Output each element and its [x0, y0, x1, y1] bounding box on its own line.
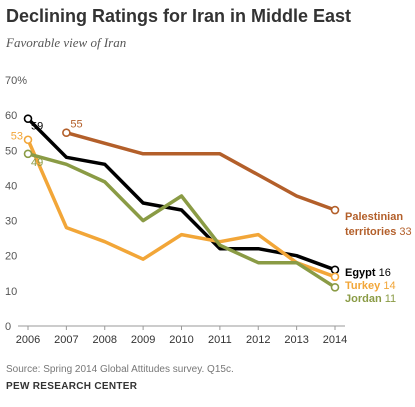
label-layer: 55 59 53 49 Palestinian territories 33 Egypt 1…	[11, 119, 412, 305]
x-tick-label: 2007	[54, 334, 78, 346]
chart-subtitle: Favorable view of Iran	[6, 35, 127, 50]
line-chart: 0 10 20 30 40 50 60 70% 2006 2007 2008 2009 2010 2011…	[5, 75, 412, 346]
endpoint-marker	[330, 265, 340, 275]
endpoint-marker	[62, 128, 71, 138]
x-tick-label: 2009	[131, 334, 155, 346]
x-tick-label: 2011	[208, 334, 232, 346]
endpoint-marker	[23, 135, 33, 145]
y-tick-label: 70%	[5, 75, 27, 87]
series-line	[64, 130, 337, 212]
series-name-label: Turkey 14	[345, 280, 396, 292]
y-tick-label: 20	[5, 251, 17, 263]
end-value-label: 16	[376, 267, 391, 279]
axis-layer: 0 10 20 30 40 50 60 70% 2006 2007 2008 2009 2010 2011…	[5, 75, 347, 346]
x-tick-label: 2012	[246, 334, 270, 346]
series-name-label: territories 33	[345, 226, 412, 238]
end-value-label: 14	[380, 280, 395, 292]
y-tick-label: 0	[5, 321, 11, 333]
y-tick-label: 10	[5, 286, 17, 298]
x-tick-label: 2014	[323, 334, 347, 346]
endpoint-marker	[23, 114, 33, 123]
series-name-label: Jordan 11	[345, 293, 396, 305]
endpoint-marker	[330, 205, 340, 215]
credit-line: PEW RESEARCH CENTER	[6, 381, 138, 392]
y-tick-label: 50	[5, 145, 17, 157]
x-tick-label: 2006	[16, 334, 40, 346]
endpoint-marker	[23, 149, 33, 159]
endpoint-marker	[330, 272, 340, 282]
series-line	[26, 137, 337, 279]
start-value-label: 53	[11, 131, 23, 143]
chart-title: Declining Ratings for Iran in Middle Eas…	[6, 6, 352, 26]
source-note: Source: Spring 2014 Global Attitudes sur…	[6, 364, 234, 375]
y-tick-label: 40	[5, 180, 17, 192]
start-value-label: 59	[31, 121, 43, 133]
x-tick-label: 2010	[169, 334, 193, 346]
series-name-label: Egypt 16	[345, 267, 391, 279]
series-layer	[23, 114, 340, 292]
y-tick-label: 30	[5, 216, 17, 228]
series-name-label: Palestinian	[345, 211, 403, 223]
endpoint-marker	[330, 283, 340, 292]
start-value-label: 55	[70, 119, 82, 131]
end-value-label: 33	[396, 226, 411, 238]
x-tick-label: 2013	[284, 334, 308, 346]
end-value-label: 11	[382, 293, 396, 305]
series-line	[26, 152, 337, 290]
x-tick-label: 2008	[93, 334, 117, 346]
start-value-label: 49	[31, 157, 43, 169]
y-tick-label: 60	[5, 110, 17, 122]
